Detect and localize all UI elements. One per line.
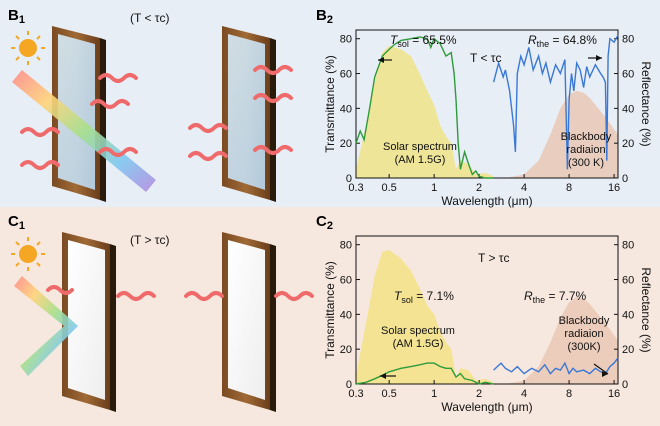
x-tick-label: 2 xyxy=(476,388,482,400)
heat-wave-icons xyxy=(46,285,314,301)
y-axis-label-left: Transmittance (%) xyxy=(323,55,337,153)
x-tick-label: 0.5 xyxy=(382,388,397,400)
x-tick-label: 0.3 xyxy=(348,182,363,194)
moon-icon xyxy=(182,232,196,260)
panel-c1-condition: (T > τc) xyxy=(130,233,170,247)
sunlight-beam-transmitted xyxy=(12,70,156,192)
blackbody-label: Blackbody xyxy=(559,315,610,327)
blackbody-label: radiaion xyxy=(564,328,603,340)
window-clear-night xyxy=(222,26,276,202)
window-clear-day xyxy=(52,26,106,202)
y-tick-label: 60 xyxy=(340,275,352,287)
y-tick-label-right: 20 xyxy=(622,344,634,356)
x-tick-label: 16 xyxy=(608,182,620,194)
reflectance-line xyxy=(492,34,619,170)
window-opaque-day xyxy=(62,232,116,412)
annotation-arrowhead xyxy=(380,373,386,379)
panel-c1: C1 (T > τc) xyxy=(8,213,314,412)
condition-label: T < τc xyxy=(470,51,502,65)
solar-spectrum-area xyxy=(356,45,494,179)
x-tick-label: 8 xyxy=(566,182,572,194)
x-tick-label: 0.5 xyxy=(382,182,397,194)
rthe-annotation: Rthe = 7.7% xyxy=(524,289,587,305)
reflectance-line xyxy=(493,357,619,376)
y-axis-label-left: Transmittance (%) xyxy=(323,261,337,359)
x-tick-label: 2 xyxy=(476,182,482,194)
y-tick-label-right: 80 xyxy=(622,240,634,252)
annotation-arrowhead xyxy=(378,57,384,63)
window-opaque-night xyxy=(222,232,276,412)
panel-b1-condition: (T < τc) xyxy=(130,11,170,25)
x-tick-label: 16 xyxy=(608,388,620,400)
chart-c2: 0 0 20 20 40 40 60 60 80 80 0.3 0.5 1 2 4 8 16 Wavelength… xyxy=(323,235,653,414)
y-tick-label: 20 xyxy=(340,138,352,150)
y-axis-label-right: Reflectance (%) xyxy=(639,267,653,352)
y-tick-label-right: 0 xyxy=(622,379,628,391)
sun-icon xyxy=(11,237,45,271)
blackbody-label: (300K) xyxy=(567,341,600,353)
x-tick-label: 8 xyxy=(566,388,572,400)
annotation-arrowhead xyxy=(596,55,602,61)
condition-label: T > τc xyxy=(478,251,510,265)
y-tick-label-right: 60 xyxy=(622,69,634,81)
blackbody-label: radiaion xyxy=(566,144,605,156)
chart-b2: 0 0 20 20 40 40 60 60 80 80 0.3 0.5 1 2 4 8 16 Wavelength… xyxy=(323,29,653,208)
x-tick-label: 1 xyxy=(431,182,437,194)
x-tick-label: 4 xyxy=(521,182,527,194)
x-axis-label: Wavelength (μm) xyxy=(441,400,532,414)
annotation-arrow xyxy=(593,363,609,375)
blackbody-label: Blackbody xyxy=(561,131,612,143)
moon-icon xyxy=(182,28,196,56)
tsol-annotation: Tsol = 7.1% xyxy=(394,289,454,305)
y-tick-label: 80 xyxy=(340,240,352,252)
y-axis-label-right: Reflectance (%) xyxy=(639,61,653,146)
sunlight-beam-reflected xyxy=(14,276,78,376)
solar-spectrum-area xyxy=(356,249,494,384)
y-tick-label: 60 xyxy=(340,69,352,81)
y-tick-label-right: 60 xyxy=(622,275,634,287)
y-tick-label: 0 xyxy=(346,173,352,185)
panel-b1-label: B1 xyxy=(8,7,25,26)
heat-wave-icons xyxy=(20,65,293,170)
blackbody-area xyxy=(505,90,618,178)
y-tick-label-right: 40 xyxy=(622,309,634,321)
y-tick-label-right: 0 xyxy=(622,173,628,185)
solar-spectrum-label: (AM 1.5G) xyxy=(395,154,446,166)
transmittance-line xyxy=(355,36,494,179)
panel-b2-label: B2 xyxy=(316,7,333,26)
x-tick-label: 0.3 xyxy=(348,388,363,400)
x-axis-label: Wavelength (μm) xyxy=(441,194,532,208)
blackbody-area xyxy=(505,296,618,384)
y-tick-label: 20 xyxy=(340,344,352,356)
solar-spectrum-label: (AM 1.5G) xyxy=(393,338,444,350)
blackbody-label: (300 K) xyxy=(568,157,604,169)
panel-b1: B1 (T < τc) xyxy=(8,7,293,202)
tsol-annotation: Tsol = 65.5% xyxy=(390,33,457,49)
solar-spectrum-label: Solar spectrum xyxy=(383,141,457,153)
y-tick-label-right: 20 xyxy=(622,138,634,150)
solar-spectrum-label: Solar spectrum xyxy=(381,325,455,337)
plot-frame xyxy=(355,235,619,385)
x-tick-label: 4 xyxy=(521,388,527,400)
y-tick-label: 0 xyxy=(346,379,352,391)
y-tick-label: 40 xyxy=(340,309,352,321)
x-tick-label: 1 xyxy=(431,388,437,400)
y-tick-label: 80 xyxy=(340,34,352,46)
y-tick-label: 40 xyxy=(340,103,352,115)
y-tick-label-right: 80 xyxy=(622,34,634,46)
sun-icon xyxy=(11,31,45,65)
panel-c1-label: C1 xyxy=(8,213,25,232)
y-tick-label-right: 40 xyxy=(622,103,634,115)
panel-c2-label: C2 xyxy=(316,213,333,232)
annotation-arrowhead xyxy=(602,371,608,377)
rthe-annotation: Rthe = 64.8% xyxy=(528,33,597,49)
